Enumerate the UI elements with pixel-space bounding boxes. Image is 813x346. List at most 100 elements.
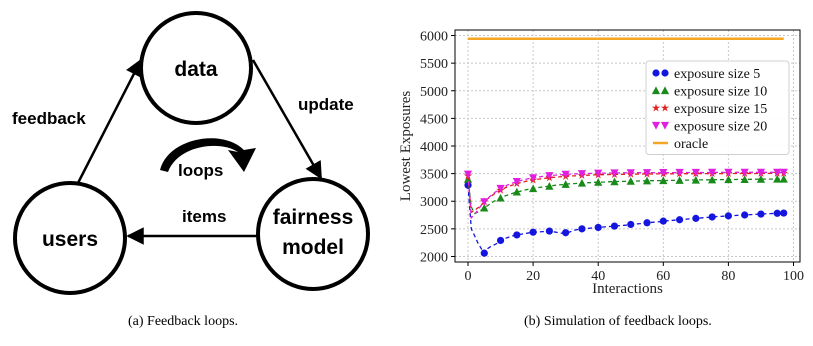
series-1 bbox=[464, 181, 788, 257]
data-point bbox=[773, 174, 782, 183]
y-tick-label: 2000 bbox=[420, 250, 448, 265]
feedback-label: feedback bbox=[12, 109, 86, 128]
data-point bbox=[691, 175, 700, 184]
y-tick-label: 4500 bbox=[420, 112, 448, 127]
x-tick-label: 40 bbox=[591, 269, 605, 284]
items-label: items bbox=[182, 207, 226, 226]
plot-frame bbox=[454, 29, 801, 263]
x-tick-label: 0 bbox=[465, 269, 472, 284]
x-tick-label: 80 bbox=[721, 269, 735, 284]
y-tick-label: 2500 bbox=[420, 223, 448, 238]
data-point bbox=[545, 227, 553, 235]
data-point bbox=[642, 169, 652, 177]
data-point bbox=[740, 175, 749, 183]
users-node-label: users bbox=[42, 228, 98, 251]
x-tick-label: 100 bbox=[783, 269, 804, 284]
legend-label: exposure size 10 bbox=[674, 85, 767, 100]
y-tick-label: 5500 bbox=[420, 57, 448, 72]
data-point bbox=[512, 178, 521, 186]
legend-label: exposure size 20 bbox=[674, 120, 767, 135]
data-point bbox=[610, 222, 619, 230]
series-4 bbox=[463, 168, 788, 220]
data-node-label: data bbox=[174, 58, 218, 81]
y-ticks: 2000 2500 3000 3500 4000 4500 5000 5500 6000 bbox=[420, 30, 455, 265]
legend: exposure size 5 exposure size 10 exposure … bbox=[645, 60, 790, 155]
data-point bbox=[643, 219, 651, 227]
data-point bbox=[627, 220, 635, 229]
data-point bbox=[675, 168, 684, 177]
data-point bbox=[529, 184, 538, 193]
update-arrow bbox=[251, 59, 323, 180]
fairness-model-node bbox=[256, 177, 370, 291]
data-point bbox=[708, 175, 717, 184]
data-point bbox=[740, 168, 749, 177]
data-point bbox=[659, 217, 667, 225]
data-point bbox=[610, 169, 619, 178]
data-point bbox=[779, 168, 788, 177]
legend-item: exposure size 10 bbox=[651, 85, 767, 100]
data-point bbox=[529, 174, 538, 182]
x-tick-label: 60 bbox=[656, 269, 670, 284]
data-point bbox=[577, 170, 587, 178]
data-point bbox=[675, 216, 684, 224]
legend-marker bbox=[660, 121, 670, 130]
data-point bbox=[561, 170, 570, 179]
legend-marker bbox=[661, 69, 669, 77]
x-ticks: 0 20 40 60 80 100 bbox=[465, 262, 804, 284]
data-point bbox=[708, 213, 716, 221]
legend-marker bbox=[651, 121, 661, 130]
data-point bbox=[545, 182, 554, 190]
data-point bbox=[610, 177, 619, 186]
data-point bbox=[708, 168, 717, 177]
feedback-arrow bbox=[76, 58, 143, 184]
data-point bbox=[756, 168, 766, 177]
data-point bbox=[545, 172, 554, 180]
legend-item: exposure size 15 bbox=[651, 102, 767, 117]
y-tick-label: 3000 bbox=[420, 195, 448, 210]
data-point bbox=[626, 177, 635, 185]
data-point bbox=[626, 169, 635, 177]
legend-marker bbox=[651, 103, 661, 112]
y-tick-label: 4000 bbox=[420, 140, 448, 155]
y-tick-label: 6000 bbox=[420, 30, 448, 45]
y-axis-label: Lowest Exposures bbox=[400, 91, 414, 202]
data-point bbox=[496, 236, 505, 245]
legend-label: exposure size 5 bbox=[674, 67, 760, 82]
series-line bbox=[467, 178, 784, 215]
exposure-chart: 2000 2500 3000 3500 4000 4500 5000 5500 6000 0 20… bbox=[400, 29, 804, 297]
data-point bbox=[496, 184, 505, 193]
legend-marker bbox=[651, 86, 661, 95]
model-node-label: model bbox=[282, 236, 344, 259]
update-label: update bbox=[298, 95, 354, 114]
y-tick-label: 3500 bbox=[420, 168, 448, 183]
legend-item: exposure size 5 bbox=[652, 67, 760, 82]
data-point bbox=[659, 168, 668, 177]
data-point bbox=[741, 211, 749, 219]
fairness-node-label: fairness bbox=[273, 206, 354, 229]
data-point bbox=[480, 203, 489, 212]
data-point bbox=[594, 169, 603, 178]
x-axis-label: Interactions bbox=[592, 281, 663, 297]
data-point bbox=[779, 174, 788, 183]
data-point bbox=[594, 178, 603, 186]
data-point bbox=[480, 198, 489, 206]
data-point bbox=[780, 209, 788, 217]
data-point bbox=[659, 176, 668, 185]
legend-marker bbox=[660, 103, 670, 112]
data-point bbox=[463, 170, 473, 179]
legend-item: oracle bbox=[653, 137, 708, 152]
data-point bbox=[757, 210, 765, 218]
data-point bbox=[594, 223, 602, 232]
caption-a: (a) Feedback loops. bbox=[128, 314, 239, 329]
data-point bbox=[578, 225, 586, 233]
data-point bbox=[529, 228, 537, 236]
data-point bbox=[480, 249, 488, 257]
data-point bbox=[496, 193, 505, 202]
series-line bbox=[467, 171, 784, 220]
loop-arrow bbox=[160, 138, 256, 172]
legend-label: oracle bbox=[674, 137, 708, 152]
x-tick-label: 20 bbox=[526, 269, 540, 284]
data-point bbox=[562, 229, 570, 237]
series-2 bbox=[463, 174, 788, 215]
series-layer bbox=[463, 37, 788, 257]
